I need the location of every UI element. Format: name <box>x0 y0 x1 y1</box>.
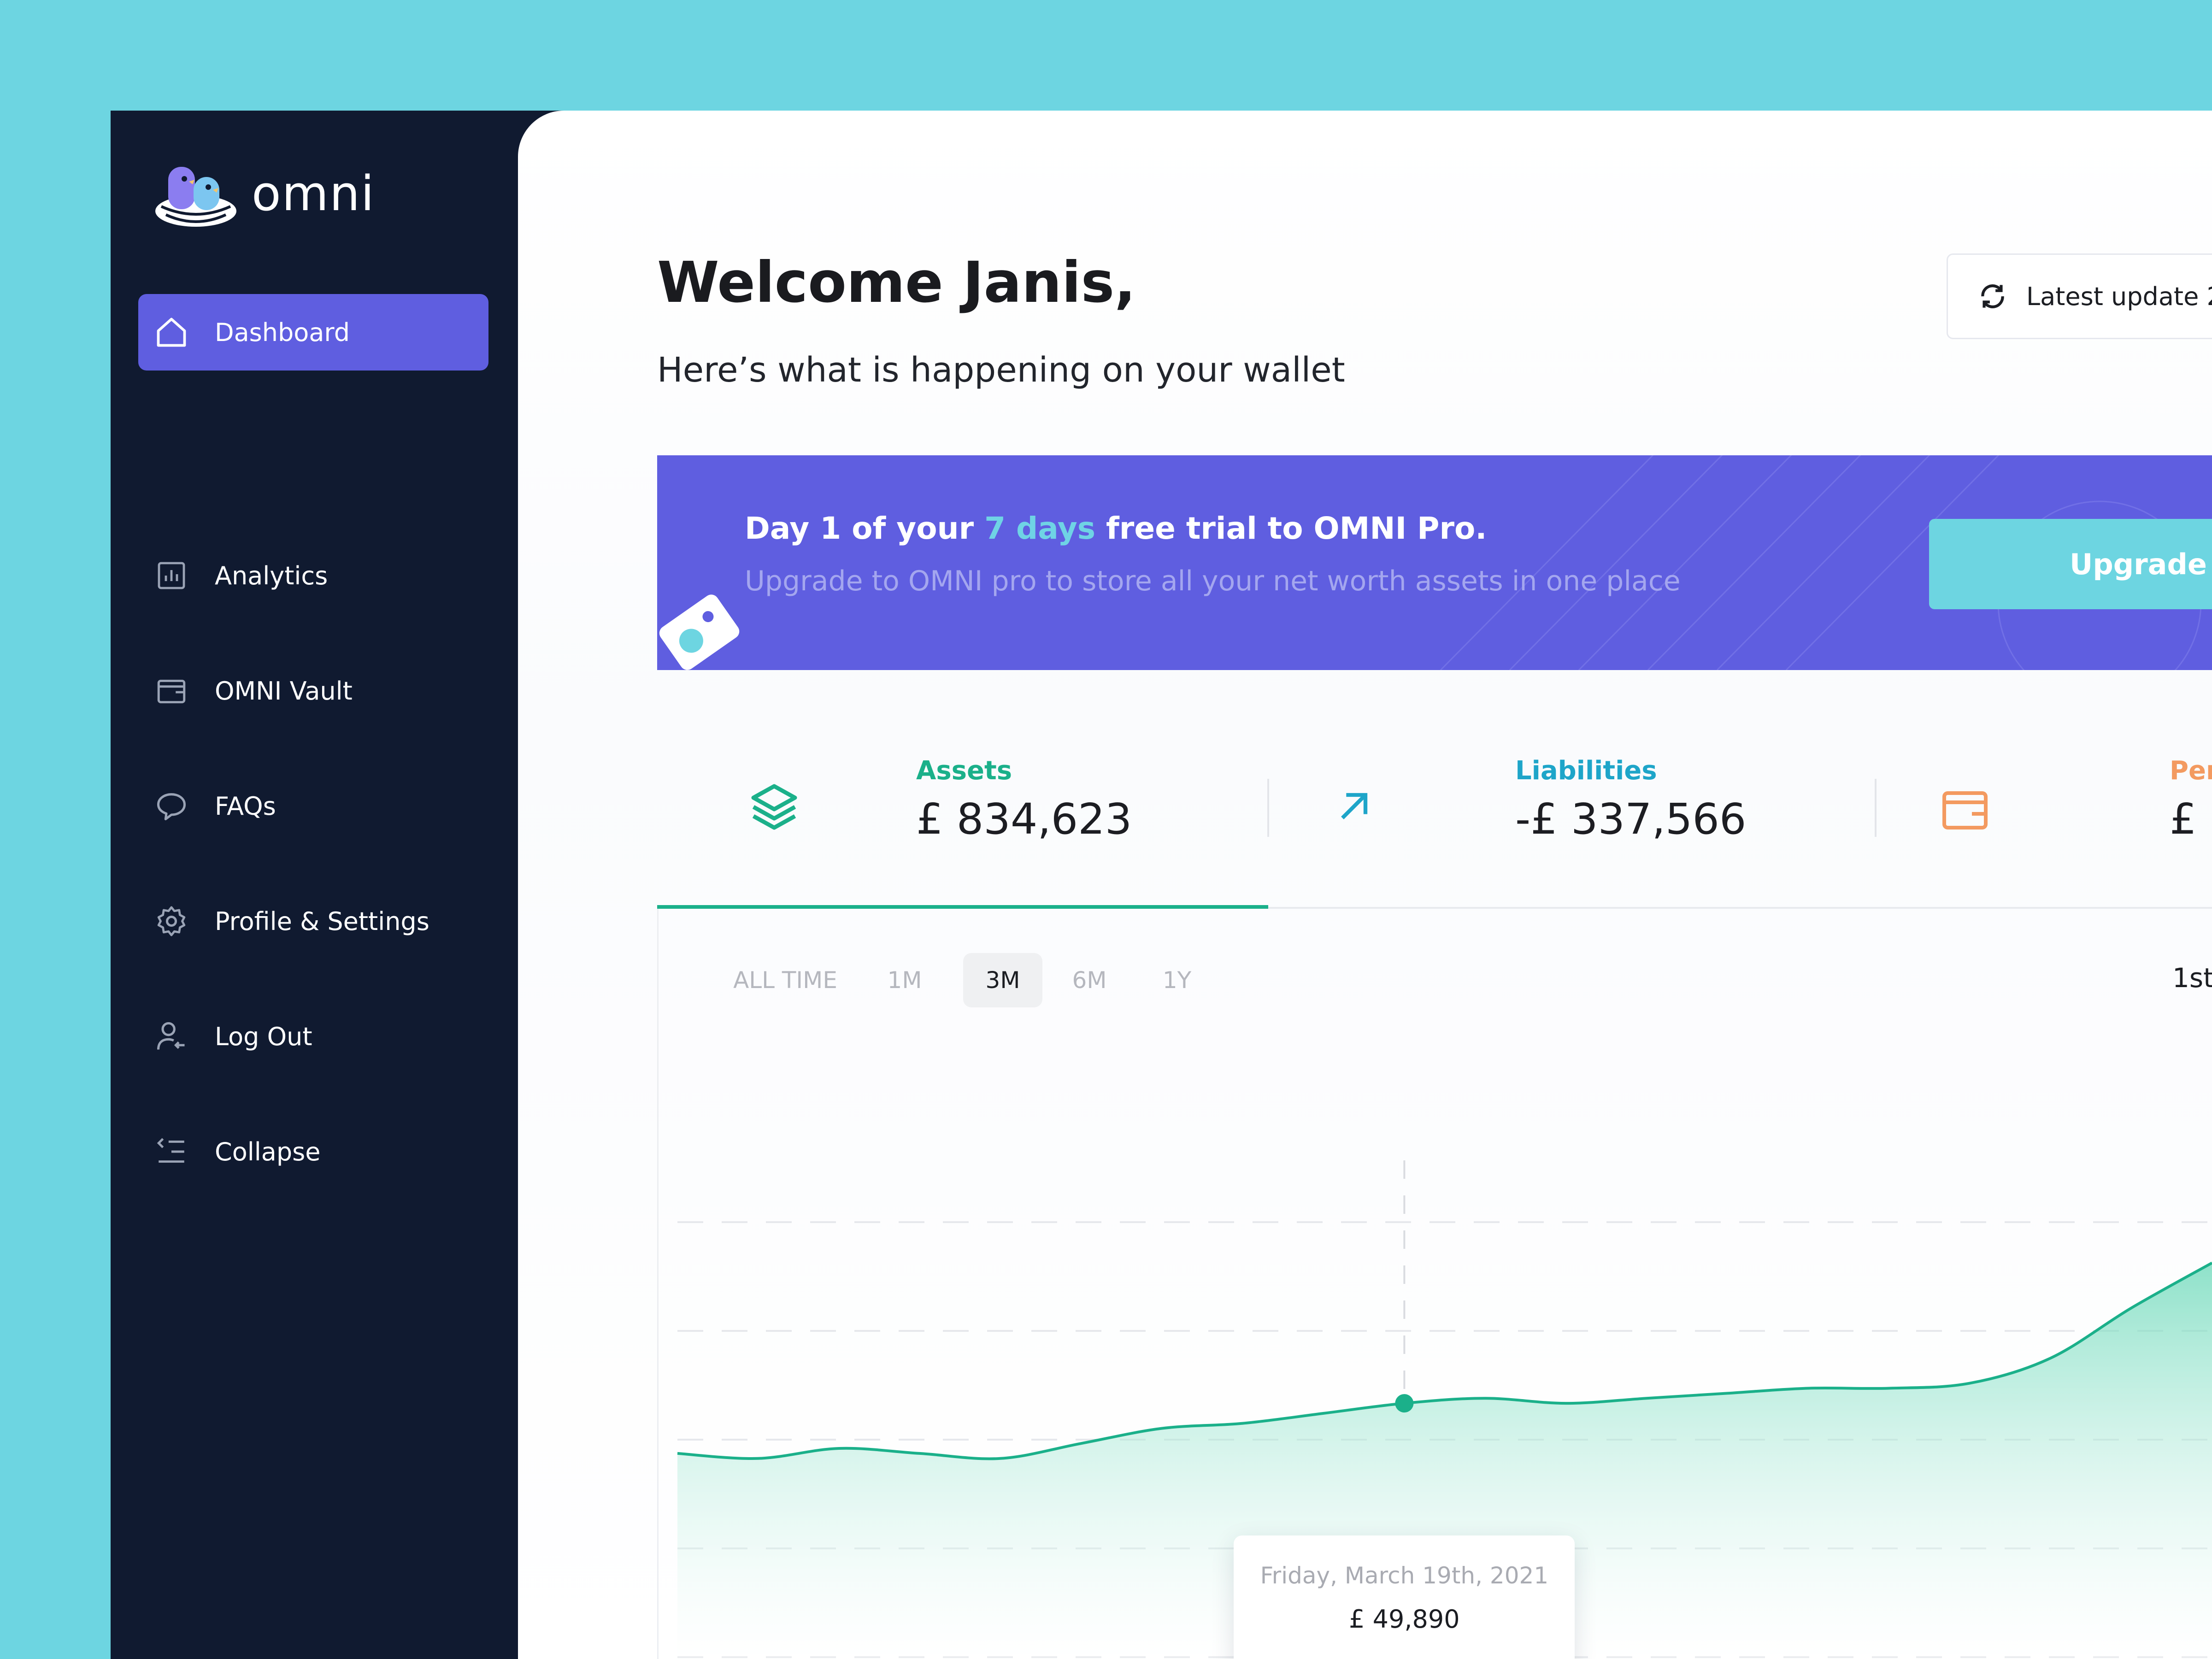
range-6m[interactable]: 6M <box>1072 967 1107 994</box>
sidebar-item-dashboard[interactable]: Dashboard <box>138 294 488 371</box>
tooltip-value: £ 49,890 <box>1349 1605 1460 1634</box>
sidebar-item-faqs[interactable]: FAQs <box>138 768 488 844</box>
stat-value: £ 834,623 <box>916 794 1132 844</box>
sidebar-item-omni-vault[interactable]: OMNI Vault <box>138 653 488 729</box>
sidebar-item-label: Log Out <box>215 1022 312 1051</box>
stat-divider <box>1875 779 1877 837</box>
sidebar-item-label: FAQs <box>215 791 276 821</box>
tooltip-date: Friday, March 19th, 2021 <box>1260 1562 1549 1589</box>
sidebar-item-log-out[interactable]: Log Out <box>138 998 488 1075</box>
range-3m[interactable]: 3M <box>963 953 1042 1007</box>
banner-title-start: Day 1 of your <box>745 511 985 546</box>
stat-label: Liabilities <box>1515 756 1657 786</box>
layers-icon <box>751 784 797 830</box>
chart-tooltip: Friday, March 19th, 2021 £ 49,890 <box>1234 1535 1575 1659</box>
stat-label: Assets <box>916 756 1012 786</box>
main-content: Welcome Janis, Here’s what is happening … <box>518 111 2212 1659</box>
brand-name: omni <box>252 165 375 222</box>
banner-subtitle: Upgrade to OMNI pro to store all your ne… <box>745 565 1681 597</box>
stat-label: Person <box>2170 756 2212 786</box>
bar-chart-icon <box>153 557 190 594</box>
birds-nest-logo-icon <box>155 167 236 227</box>
sidebar: omni Dashboard Analytics OMNI Vault FAQs <box>111 111 516 1659</box>
upgrade-button[interactable]: Upgrade N <box>1929 519 2212 609</box>
sidebar-item-label: Dashboard <box>215 318 350 347</box>
arrow-up-right-icon <box>1341 793 1368 819</box>
gear-icon <box>153 903 190 940</box>
app-window: omni Dashboard Analytics OMNI Vault FAQs <box>111 111 2212 1659</box>
latest-update-button[interactable]: Latest update 2 <box>1947 253 2212 339</box>
stats-tab-active-indicator <box>657 905 1268 909</box>
chart-panel <box>657 909 2212 1659</box>
latest-update-label: Latest update 2 <box>2026 282 2212 311</box>
range-1y[interactable]: 1Y <box>1162 967 1192 994</box>
range-all-time[interactable]: ALL TIME <box>733 967 837 994</box>
logo: omni <box>152 161 375 227</box>
sidebar-item-label: Profile & Settings <box>215 906 429 936</box>
chart-series-line <box>677 1261 2212 1460</box>
chart-highlight-point[interactable] <box>1395 1394 1414 1413</box>
home-icon <box>153 314 190 351</box>
collapse-icon <box>153 1133 190 1170</box>
sidebar-item-label: OMNI Vault <box>215 676 353 706</box>
sidebar-item-label: Analytics <box>215 561 328 590</box>
stat-divider <box>1267 779 1269 837</box>
banner-title-end: free trial to OMNI Pro. <box>1095 511 1487 546</box>
banner-title-highlight: 7 days <box>984 511 1096 546</box>
page-subtitle: Here’s what is happening on your wallet <box>657 350 1345 390</box>
wallet-icon <box>1942 791 1988 830</box>
range-1m[interactable]: 1M <box>887 967 922 994</box>
sidebar-item-collapse[interactable]: Collapse <box>138 1113 488 1190</box>
date-range-label[interactable]: 1st Jan 202 <box>2172 962 2212 994</box>
user-logout-icon <box>153 1018 190 1055</box>
banner-title: Day 1 of your 7 days free trial to OMNI … <box>745 511 1487 546</box>
wallet-icon <box>153 672 190 709</box>
stats-tab-underline <box>657 907 2212 909</box>
sidebar-item-profile-settings[interactable]: Profile & Settings <box>138 883 488 959</box>
chart-area <box>677 1263 2212 1659</box>
stat-value: £ 497 <box>2170 794 2212 844</box>
area-chart <box>677 1160 2212 1659</box>
refresh-icon <box>1981 284 2004 308</box>
trial-banner: Day 1 of your 7 days free trial to OMNI … <box>657 455 2212 670</box>
sidebar-item-label: Collapse <box>215 1137 321 1166</box>
sidebar-item-analytics[interactable]: Analytics <box>138 537 488 614</box>
page-title: Welcome Janis, <box>657 250 1136 315</box>
stat-value: -£ 337,566 <box>1515 794 1747 844</box>
chat-bubble-icon <box>153 788 190 824</box>
